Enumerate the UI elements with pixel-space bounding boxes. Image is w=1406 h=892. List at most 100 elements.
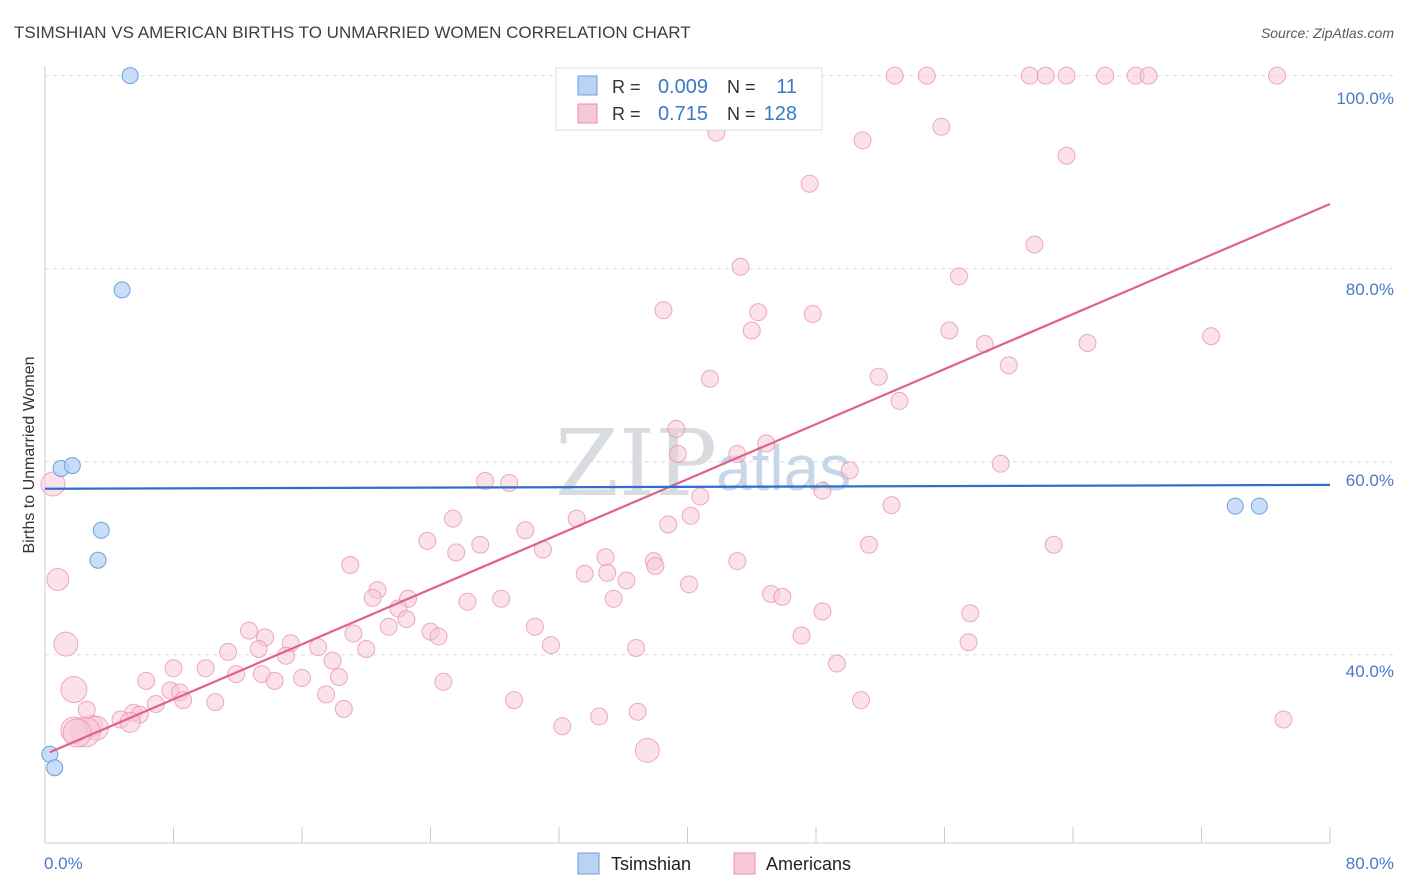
americans-point	[813, 481, 832, 500]
americans-point	[357, 639, 376, 658]
americans-point	[476, 472, 495, 491]
americans-point	[500, 473, 519, 492]
legend-top: R = 0.009 N = 11 R = 0.715 N = 128	[555, 67, 823, 131]
americans-point	[196, 659, 215, 678]
americans-point	[803, 305, 822, 324]
americans-point	[813, 602, 832, 621]
legend-swatch-americans	[577, 103, 598, 124]
americans-point	[961, 604, 980, 623]
americans-point	[575, 564, 594, 583]
legend-bottom-label-tsimshian: Tsimshian	[611, 854, 691, 874]
americans-point	[598, 563, 617, 582]
americans-point	[1078, 334, 1097, 353]
americans-point	[1020, 66, 1039, 85]
legend-swatch-tsimshian	[577, 75, 598, 96]
americans-point	[323, 651, 342, 670]
americans-point	[334, 699, 353, 718]
americans-point	[659, 515, 678, 534]
americans-point	[731, 257, 750, 276]
americans-point	[40, 471, 66, 497]
americans-point	[137, 671, 156, 690]
americans-point	[363, 588, 382, 607]
americans-point	[443, 509, 462, 528]
americans-point	[60, 676, 88, 704]
americans-point	[293, 668, 311, 687]
legend-bottom-swatch-americans	[733, 852, 756, 875]
americans-point	[917, 66, 936, 85]
americans-point	[1274, 710, 1293, 729]
americans-point	[742, 321, 761, 340]
americans-point	[341, 556, 360, 575]
trendlines	[44, 203, 1331, 754]
americans-point	[164, 659, 183, 678]
americans-point	[680, 575, 699, 594]
source-label: Source: ZipAtlas.com	[1261, 25, 1394, 41]
americans-point	[344, 624, 363, 643]
y-tick-label-80: 80.0%	[1346, 280, 1394, 299]
americans-point	[1036, 66, 1055, 85]
americans-point	[379, 617, 398, 636]
americans-point	[53, 631, 79, 657]
americans-point	[991, 454, 1010, 473]
axes	[44, 66, 1331, 844]
legend-n-label-tsimshian: N =	[727, 77, 756, 97]
y-tick-label-100: 100.0%	[1336, 89, 1394, 108]
americans-point	[206, 693, 225, 712]
americans-point	[667, 419, 686, 438]
x-tick-label-min: 0.0%	[44, 854, 83, 873]
americans-point	[62, 718, 92, 748]
tsimshian-point	[1226, 497, 1244, 515]
americans-point	[999, 356, 1018, 375]
americans-point	[505, 691, 524, 710]
americans-point	[840, 461, 859, 480]
americans-point	[239, 621, 258, 640]
americans-point	[691, 487, 710, 506]
americans-point	[604, 589, 623, 608]
americans-point	[773, 587, 792, 606]
americans-trendline	[49, 203, 1331, 754]
americans-points	[40, 66, 1293, 763]
americans-point	[827, 654, 846, 673]
legend-bottom-label-americans: Americans	[766, 854, 851, 874]
americans-point	[949, 267, 968, 286]
americans-point	[525, 617, 544, 636]
americans-point	[700, 369, 719, 388]
legend-n-value-americans: 128	[764, 103, 797, 125]
americans-point	[1096, 66, 1115, 85]
americans-point	[654, 301, 673, 320]
americans-point	[728, 552, 747, 571]
legend-n-value-tsimshian: 11	[776, 76, 797, 98]
americans-point	[329, 667, 348, 686]
americans-point	[617, 571, 636, 590]
americans-point	[627, 639, 646, 658]
legend-box	[555, 67, 823, 131]
americans-point	[940, 321, 959, 340]
americans-point	[434, 672, 453, 691]
americans-point	[219, 642, 238, 661]
americans-point	[890, 391, 909, 410]
americans-point	[800, 174, 819, 193]
tsimshian-point	[113, 281, 131, 299]
americans-point	[249, 639, 268, 658]
americans-point	[553, 717, 572, 736]
americans-point	[46, 567, 70, 591]
americans-point	[1202, 327, 1221, 346]
americans-point	[447, 543, 466, 562]
americans-point	[1025, 235, 1044, 254]
americans-point	[397, 610, 416, 629]
y-tick-label-40: 40.0%	[1346, 662, 1394, 681]
legend-r-value-americans: 0.715	[658, 103, 708, 125]
americans-point	[634, 737, 660, 763]
y-axis-label: Births to Unmarried Women	[21, 356, 38, 553]
americans-point	[749, 303, 768, 322]
watermark-zip: ZIP	[555, 410, 717, 517]
americans-point	[668, 445, 687, 464]
americans-point	[317, 685, 336, 704]
americans-point	[429, 627, 448, 646]
chart-title: TSIMSHIAN VS AMERICAN BIRTHS TO UNMARRIE…	[14, 23, 691, 42]
americans-point	[458, 592, 477, 611]
tsimshian-point	[89, 551, 107, 569]
americans-point	[1139, 66, 1158, 85]
americans-point	[959, 633, 978, 652]
tsimshian-point	[92, 521, 110, 539]
